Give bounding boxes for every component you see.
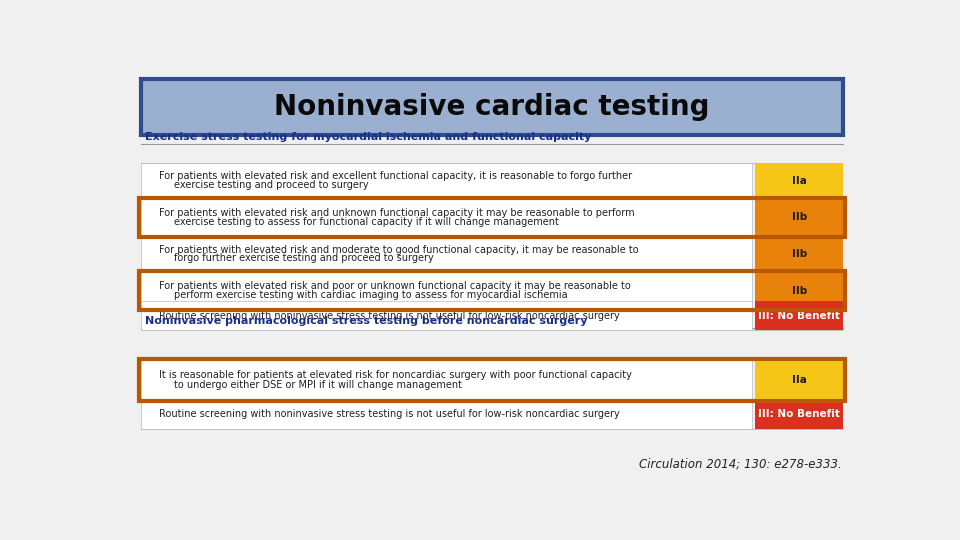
Text: Circulation 2014; 130: e278-e333.: Circulation 2014; 130: e278-e333. [639, 457, 842, 470]
Text: Noninvasive cardiac testing: Noninvasive cardiac testing [275, 93, 709, 122]
Text: For patients with elevated risk and excellent functional capacity, it is reasona: For patients with elevated risk and exce… [159, 171, 633, 181]
FancyBboxPatch shape [141, 235, 753, 272]
FancyBboxPatch shape [756, 400, 843, 429]
Text: IIb: IIb [792, 249, 807, 259]
Text: It is reasonable for patients at elevated risk for noncardiac surgery with poor : It is reasonable for patients at elevate… [159, 370, 633, 380]
Text: For patients with elevated risk and poor or unknown functional capacity it may b: For patients with elevated risk and poor… [159, 281, 631, 291]
Text: to undergo either DSE or MPI if it will change management: to undergo either DSE or MPI if it will … [175, 380, 463, 389]
FancyBboxPatch shape [756, 163, 843, 199]
Text: IIa: IIa [792, 176, 806, 186]
FancyBboxPatch shape [141, 163, 753, 199]
Text: III: No Benefit: III: No Benefit [758, 311, 840, 321]
Text: exercise testing and proceed to surgery: exercise testing and proceed to surgery [175, 180, 369, 190]
Text: For patients with elevated risk and unknown functional capacity it may be reason: For patients with elevated risk and unkn… [159, 208, 636, 218]
Text: Noninvasive pharmacological stress testing before noncardiac surgery: Noninvasive pharmacological stress testi… [145, 315, 588, 326]
Text: Routine screening with noninvasive stress testing is not useful for low-risk non: Routine screening with noninvasive stres… [159, 409, 620, 419]
FancyBboxPatch shape [141, 272, 753, 309]
Text: perform exercise testing with cardiac imaging to assess for myocardial ischemia: perform exercise testing with cardiac im… [175, 290, 568, 300]
FancyBboxPatch shape [756, 199, 843, 235]
FancyBboxPatch shape [141, 360, 753, 400]
FancyBboxPatch shape [756, 235, 843, 272]
FancyBboxPatch shape [756, 360, 843, 400]
Text: exercise testing to assess for functional capacity if it will change management: exercise testing to assess for functiona… [175, 217, 559, 227]
FancyBboxPatch shape [756, 272, 843, 309]
Text: Exercise stress testing for myocardial ischemia and functional capacity: Exercise stress testing for myocardial i… [145, 132, 591, 141]
Text: III: No Benefit: III: No Benefit [758, 409, 840, 419]
Text: IIa: IIa [792, 375, 806, 385]
Text: Routine screening with noninvasive stress testing is not useful for low-risk non: Routine screening with noninvasive stres… [159, 311, 620, 321]
FancyBboxPatch shape [141, 301, 753, 330]
FancyBboxPatch shape [756, 301, 843, 330]
FancyBboxPatch shape [141, 79, 843, 136]
Text: IIb: IIb [792, 212, 807, 222]
FancyBboxPatch shape [141, 400, 753, 429]
Text: For patients with elevated risk and moderate to good functional capacity, it may: For patients with elevated risk and mode… [159, 245, 639, 254]
Text: forgo further exercise testing and proceed to surgery: forgo further exercise testing and proce… [175, 253, 434, 264]
Text: IIb: IIb [792, 286, 807, 295]
FancyBboxPatch shape [141, 199, 753, 235]
